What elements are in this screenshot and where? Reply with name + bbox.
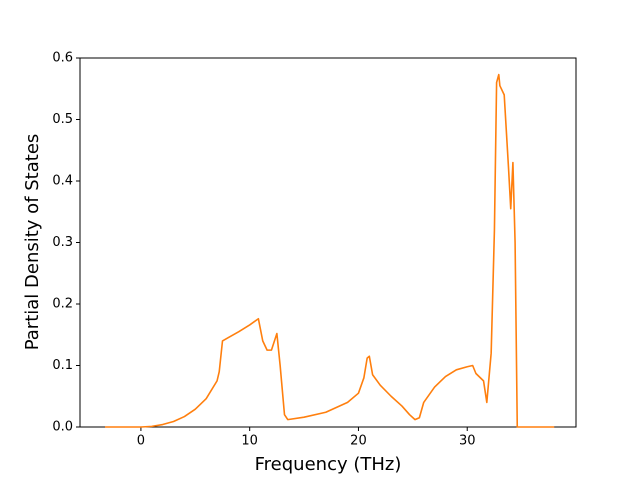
x-tick-label: 10 (241, 434, 258, 449)
plot-frame (79, 57, 577, 428)
y-tick-label: 0.0 (52, 420, 73, 435)
y-tick-label: 0.2 (52, 297, 73, 312)
y-axis-label: Partial Density of States (22, 134, 43, 351)
y-tick-label: 0.6 (52, 51, 73, 66)
data-line (105, 73, 555, 428)
x-axis-label: Frequency (THz) (255, 454, 402, 475)
x-tick-label: 30 (459, 434, 476, 449)
y-tick-label: 0.5 (52, 112, 73, 127)
y-tick-label: 0.3 (52, 235, 73, 250)
y-tick-label: 0.4 (52, 174, 73, 189)
y-tick-label: 0.1 (52, 358, 73, 373)
x-tick-label: 20 (350, 434, 367, 449)
x-tick-label: 0 (137, 434, 145, 449)
